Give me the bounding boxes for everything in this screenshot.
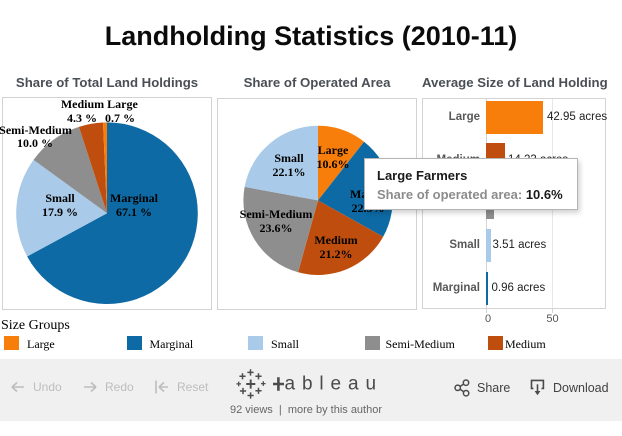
svg-text:ableau: ableau: [285, 373, 383, 394]
